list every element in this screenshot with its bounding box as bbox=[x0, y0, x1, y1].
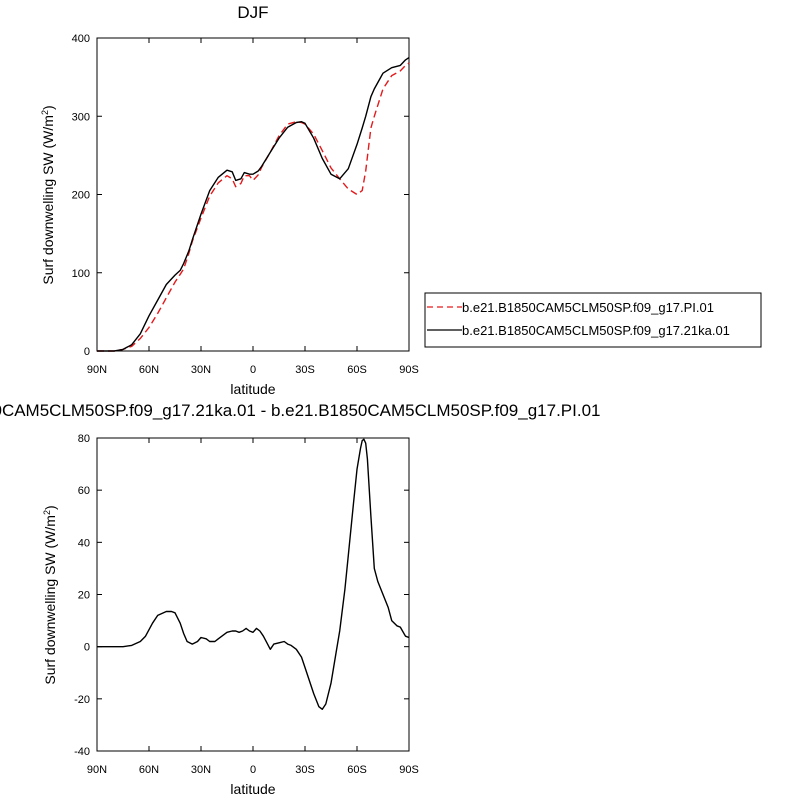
top-title: DJF bbox=[237, 3, 268, 22]
top-panel: DJF 0 100 200 300 400 90N 60N 30N 0 30S 60S 90S la… bbox=[40, 3, 762, 397]
bottom-y-tick-label: 40 bbox=[78, 537, 90, 549]
bottom-x-tick-label: 90N bbox=[87, 764, 107, 776]
bottom-x-ticks: 90N 60N 30N 0 30S 60S 90S bbox=[87, 438, 419, 776]
bottom-x-tick-label: 30N bbox=[191, 764, 211, 776]
bottom-y-tick-label: 60 bbox=[78, 485, 90, 497]
top-x-tick-label: 60N bbox=[139, 364, 159, 376]
bottom-y-ticks: -40 -20 0 20 40 60 80 bbox=[74, 433, 409, 758]
legend: b.e21.B1850CAM5CLM50SP.f09_g17.PI.01 b.e… bbox=[424, 292, 762, 348]
bottom-y-tick-label: -40 bbox=[74, 746, 90, 758]
top-series-line-1 bbox=[97, 57, 410, 352]
bottom-plot-frame bbox=[96, 437, 410, 752]
legend-box bbox=[424, 292, 762, 348]
top-x-axis-label: latitude bbox=[230, 381, 275, 397]
bottom-x-tick-label: 30S bbox=[295, 764, 315, 776]
top-x-ticks: 90N 60N 30N 0 30S 60S 90S bbox=[87, 38, 419, 376]
bottom-series-lines bbox=[97, 438, 410, 710]
legend-label-pi: b.e21.B1850CAM5CLM50SP.f09_g17.PI.01 bbox=[462, 300, 714, 315]
top-x-tick-label: 30S bbox=[295, 364, 315, 376]
bottom-panel: b.e21.B1850CAM5CLM50SP.f09_g17.21ka.01 -… bbox=[0, 401, 600, 797]
top-x-tick-label: 90N bbox=[87, 364, 107, 376]
bottom-x-tick-label: 0 bbox=[250, 764, 256, 776]
top-series-lines bbox=[97, 57, 410, 352]
top-x-tick-label: 0 bbox=[250, 364, 256, 376]
bottom-x-axis-label: latitude bbox=[230, 781, 275, 797]
top-x-tick-label: 60S bbox=[347, 364, 367, 376]
top-series-line-0 bbox=[97, 62, 410, 352]
bottom-x-tick-label: 60S bbox=[347, 764, 367, 776]
bottom-x-tick-label: 90S bbox=[399, 764, 419, 776]
bottom-y-tick-label: 80 bbox=[78, 433, 90, 445]
bottom-y-axis-label: Surf downwelling SW (W/m2) bbox=[42, 505, 58, 684]
top-y-tick-label: 0 bbox=[84, 346, 90, 358]
bottom-y-tick-label: 0 bbox=[84, 642, 90, 654]
legend-label-21ka: b.e21.B1850CAM5CLM50SP.f09_g17.21ka.01 bbox=[462, 323, 730, 338]
bottom-x-tick-label: 60N bbox=[139, 764, 159, 776]
bottom-title: b.e21.B1850CAM5CLM50SP.f09_g17.21ka.01 -… bbox=[0, 401, 600, 420]
bottom-series-line-0 bbox=[97, 438, 410, 710]
top-x-tick-label: 30N bbox=[191, 364, 211, 376]
top-y-tick-label: 400 bbox=[72, 33, 90, 45]
top-y-ticks: 0 100 200 300 400 bbox=[72, 33, 409, 358]
top-y-tick-label: 300 bbox=[72, 111, 90, 123]
top-y-axis-label: Surf downwelling SW (W/m2) bbox=[40, 105, 56, 284]
bottom-y-tick-label: -20 bbox=[74, 694, 90, 706]
top-y-tick-label: 200 bbox=[72, 190, 90, 202]
top-plot-frame bbox=[96, 37, 410, 352]
top-x-tick-label: 90S bbox=[399, 364, 419, 376]
bottom-y-tick-label: 20 bbox=[78, 590, 90, 602]
top-y-tick-label: 100 bbox=[72, 268, 90, 280]
